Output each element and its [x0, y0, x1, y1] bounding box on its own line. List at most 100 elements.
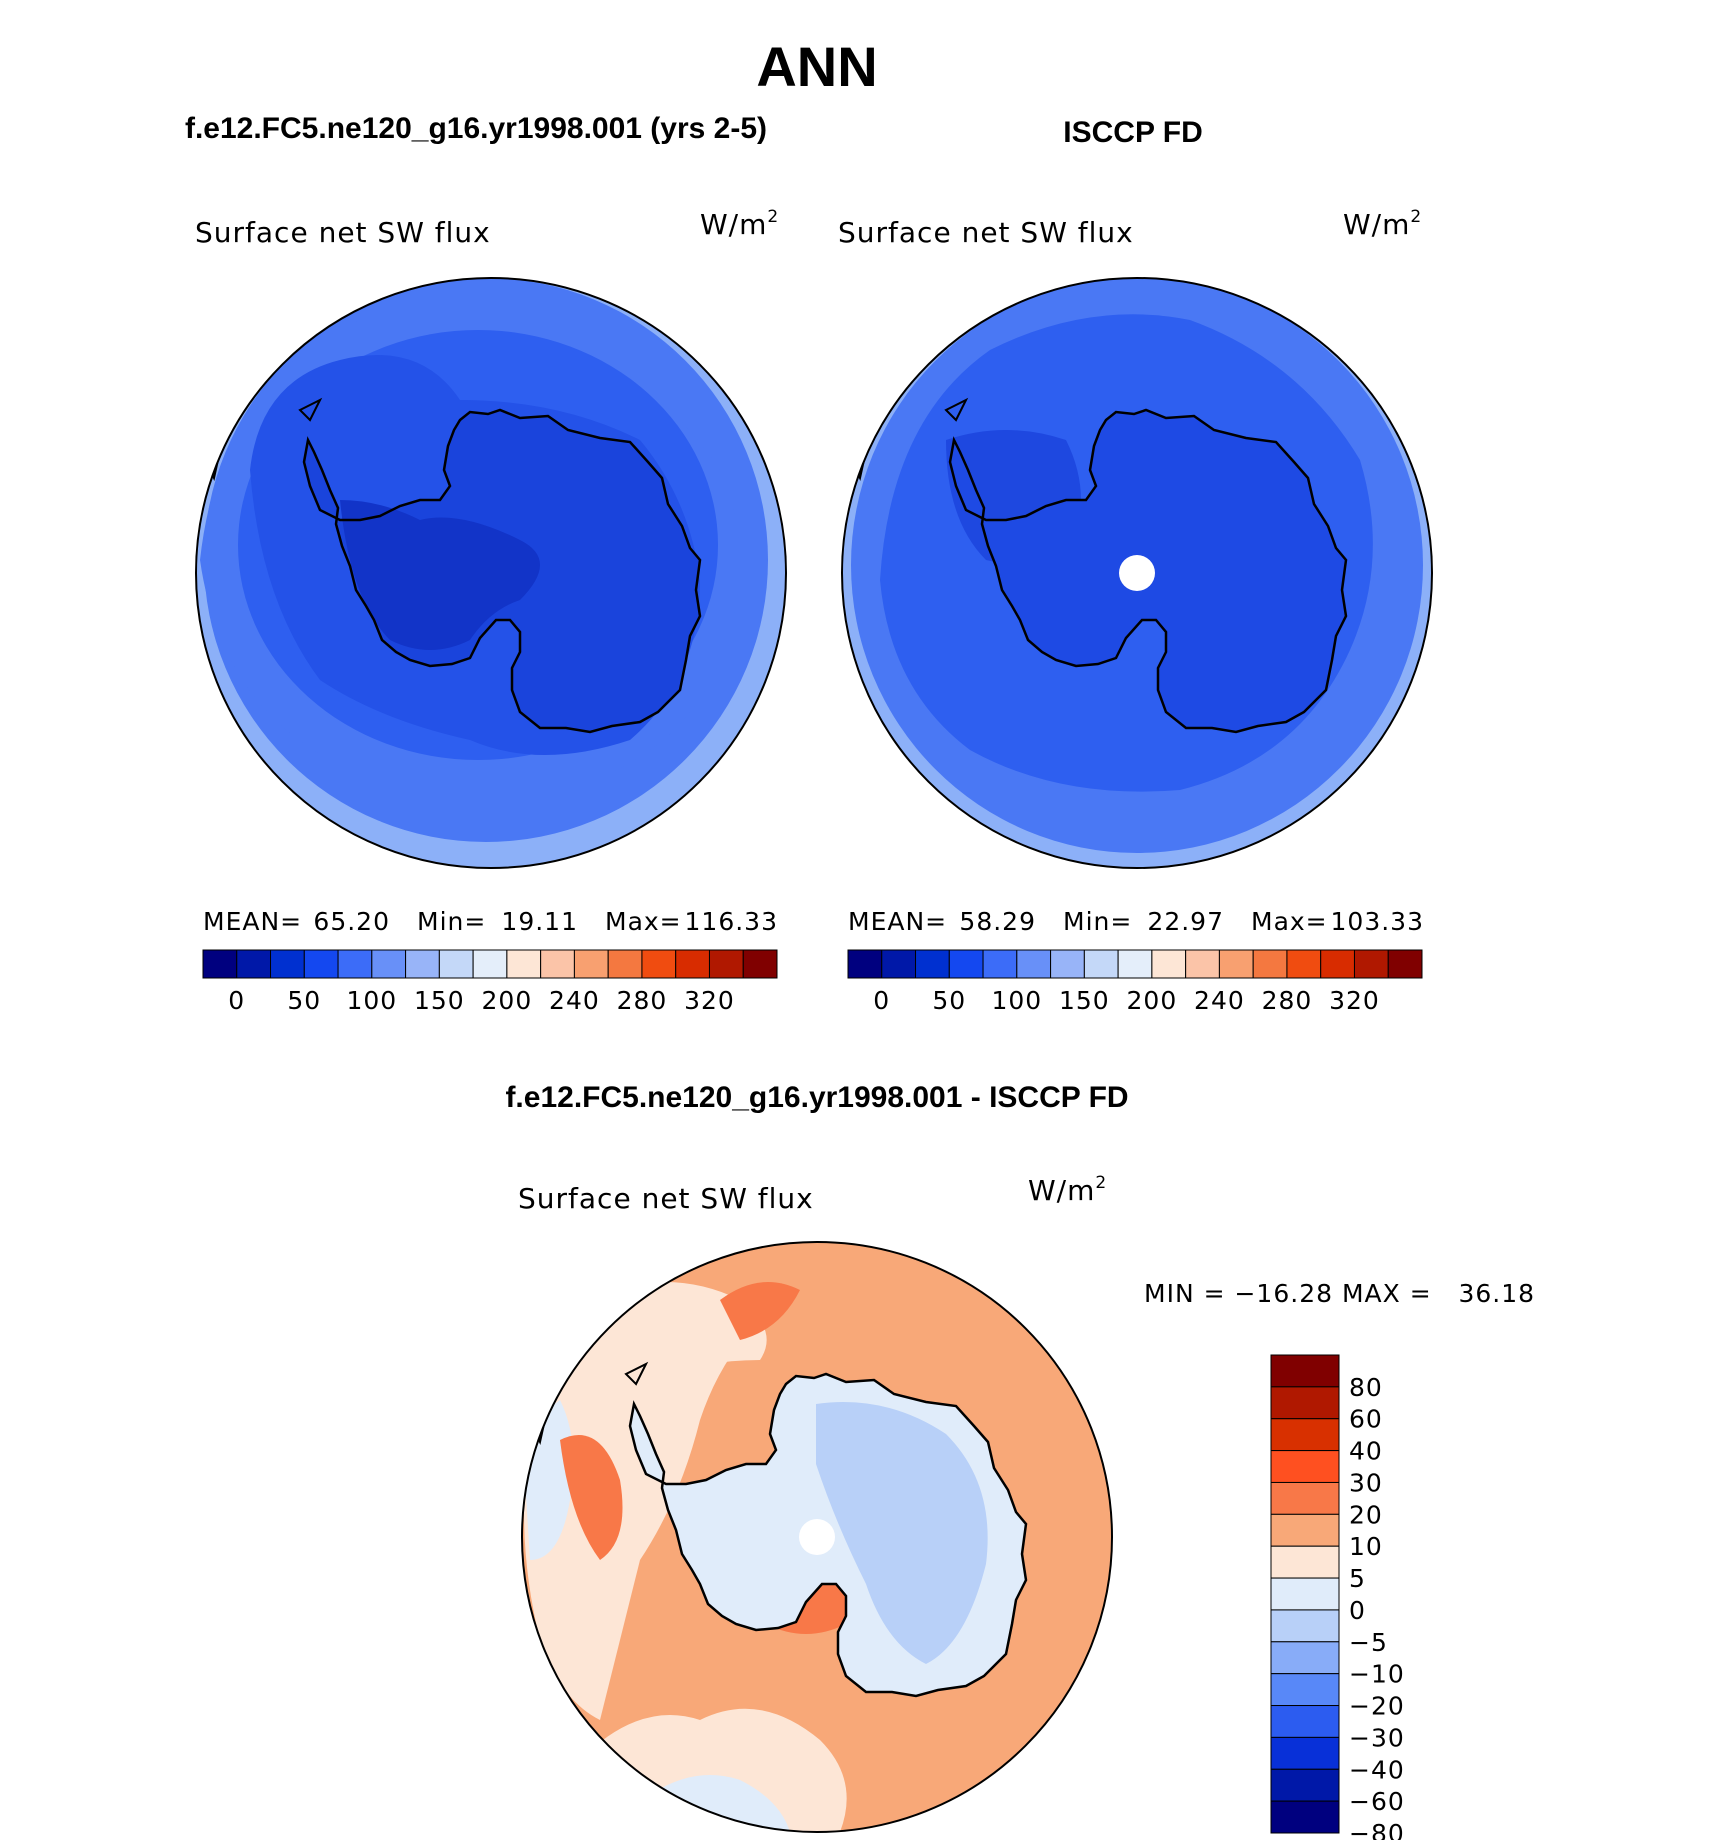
colorbar-tick-label: 150	[1059, 986, 1110, 1015]
colorbar-tick-label: −60	[1349, 1787, 1405, 1816]
panel-obs-units: W/m2	[1343, 207, 1422, 241]
svg-text:MEAN=: MEAN=	[848, 907, 947, 936]
colorbar-tick-label: 240	[1194, 986, 1245, 1015]
colorbar-tick-label: 20	[1349, 1500, 1383, 1529]
svg-text:116.33: 116.33	[685, 907, 778, 936]
colorbar-swatch	[1270, 1800, 1340, 1834]
panel-obs-map	[842, 278, 1432, 868]
colorbar-swatch	[1270, 1450, 1340, 1483]
colorbar-model: 0 50 100 150 200 240 280 320	[202, 949, 778, 1015]
colorbar-tick-label: 80	[1349, 1373, 1383, 1402]
panel-model-units: W/m2	[700, 207, 779, 241]
colorbar-swatch	[1270, 1641, 1340, 1675]
colorbar-tick-label: 100	[991, 986, 1042, 1015]
panel-obs-header: ISCCP FD	[1063, 116, 1202, 149]
panel-obs-pole-hole	[1119, 555, 1155, 591]
colorbar-tick-label: 5	[1349, 1564, 1366, 1593]
colorbar-swatch	[236, 949, 272, 979]
panel-diff-pole-hole	[799, 1519, 835, 1555]
colorbar-tick-label: 280	[1262, 986, 1313, 1015]
colorbar-swatch	[1270, 1768, 1340, 1802]
colorbar-tick-label: 40	[1349, 1437, 1383, 1466]
panel-model-variable: Surface net SW flux	[195, 216, 491, 249]
panel-diff-header: f.e12.FC5.ne120_g16.yr1998.001 - ISCCP F…	[505, 1081, 1128, 1114]
colorbar-swatch	[1353, 949, 1389, 979]
colorbar-swatch	[1270, 1736, 1340, 1770]
colorbar-tick-label: 280	[617, 986, 668, 1015]
colorbar-swatch	[1151, 949, 1187, 979]
colorbar-tick-label: 320	[1329, 986, 1380, 1015]
colorbar-swatch	[1252, 949, 1288, 979]
colorbar-swatch	[1270, 1609, 1340, 1643]
colorbar-tick-label: 50	[287, 986, 321, 1015]
panel-model-map-outline	[195, 277, 787, 869]
panel-obs-variable: Surface net SW flux	[838, 216, 1134, 249]
colorbar-swatch	[1270, 1705, 1340, 1738]
svg-text:Min=: Min=	[1063, 907, 1132, 936]
colorbar-obs: 0 50 100 150 200 240 280 320	[847, 949, 1423, 1015]
svg-text:65.20: 65.20	[313, 907, 390, 936]
colorbar-swatch	[1185, 949, 1220, 979]
colorbar-tick-label: 0	[873, 986, 890, 1015]
colorbar-tick-label: 320	[684, 986, 735, 1015]
colorbar-swatch	[675, 949, 710, 979]
colorbar-swatch	[506, 949, 542, 979]
svg-text:Max=: Max=	[605, 907, 682, 936]
colorbar-swatch	[1270, 1577, 1340, 1611]
svg-text:19.11: 19.11	[501, 907, 578, 936]
svg-text:58.29: 58.29	[959, 907, 1036, 936]
panel-model-header: f.e12.FC5.ne120_g16.yr1998.001 (yrs 2-5)	[185, 112, 767, 145]
colorbar-swatch	[881, 949, 917, 979]
svg-text:Max=: Max=	[1251, 907, 1328, 936]
colorbar-swatch	[202, 949, 238, 979]
panel-model-map	[196, 278, 786, 868]
colorbar-swatch	[1270, 1673, 1340, 1707]
colorbar-tick-label: −5	[1349, 1628, 1388, 1657]
svg-text:22.97: 22.97	[1147, 907, 1224, 936]
colorbar-swatch	[337, 949, 373, 979]
colorbar-tick-label: 30	[1349, 1468, 1383, 1497]
colorbar-swatch	[1050, 949, 1085, 979]
panel-diff: f.e12.FC5.ne120_g16.yr1998.001 - ISCCP F…	[505, 1081, 1535, 1845]
colorbar-swatch	[540, 949, 575, 979]
panel-obs-map-outline	[841, 277, 1433, 869]
colorbar-swatch	[303, 949, 339, 979]
panel-model-stats: MEAN= 65.20 Min= 19.11 Max= 116.33	[203, 907, 778, 936]
colorbar-swatch	[1270, 1481, 1340, 1515]
panel-diff-variable: Surface net SW flux	[518, 1182, 814, 1215]
colorbar-tick-label: 50	[932, 986, 966, 1015]
colorbar-swatch	[1270, 1513, 1340, 1547]
panel-obs: ISCCP FD Surface net SW flux W/m2 MEAN= …	[838, 116, 1433, 1015]
colorbar-swatch	[405, 949, 440, 979]
colorbar-swatch	[371, 949, 407, 979]
colorbar-swatch	[982, 949, 1018, 979]
colorbar-swatch	[915, 949, 950, 979]
colorbar-swatch	[1270, 1386, 1340, 1420]
panel-model: f.e12.FC5.ne120_g16.yr1998.001 (yrs 2-5)…	[185, 112, 787, 1015]
colorbar-swatch	[1387, 949, 1423, 979]
panel-obs-stats: MEAN= 58.29 Min= 22.97 Max= 103.33	[848, 907, 1423, 936]
colorbar-swatch	[1016, 949, 1052, 979]
colorbar-tick-label: 10	[1349, 1532, 1383, 1561]
colorbar-swatch	[1083, 949, 1119, 979]
colorbar-tick-label: 100	[346, 986, 397, 1015]
colorbar-tick-label: −10	[1349, 1660, 1405, 1689]
svg-text:Min=: Min=	[417, 907, 486, 936]
colorbar-tick-label: 240	[549, 986, 600, 1015]
colorbar-swatch	[1320, 949, 1355, 979]
colorbar-tick-label: 60	[1349, 1405, 1383, 1434]
colorbar-swatch	[1286, 949, 1322, 979]
panel-diff-minmax: MIN = −16.28 MAX = 36.18	[1144, 1279, 1535, 1308]
panel-diff-map	[522, 1242, 1112, 1832]
colorbar-tick-label: −40	[1349, 1755, 1405, 1784]
colorbar-swatch	[948, 949, 984, 979]
panel-diff-units: W/m2	[1028, 1173, 1107, 1207]
colorbar-tick-label: −30	[1349, 1723, 1405, 1752]
colorbar-swatch	[1117, 949, 1153, 979]
colorbar-swatch	[742, 949, 778, 979]
figure-title: ANN	[756, 35, 877, 98]
colorbar-swatch	[438, 949, 474, 979]
colorbar-swatch	[270, 949, 305, 979]
